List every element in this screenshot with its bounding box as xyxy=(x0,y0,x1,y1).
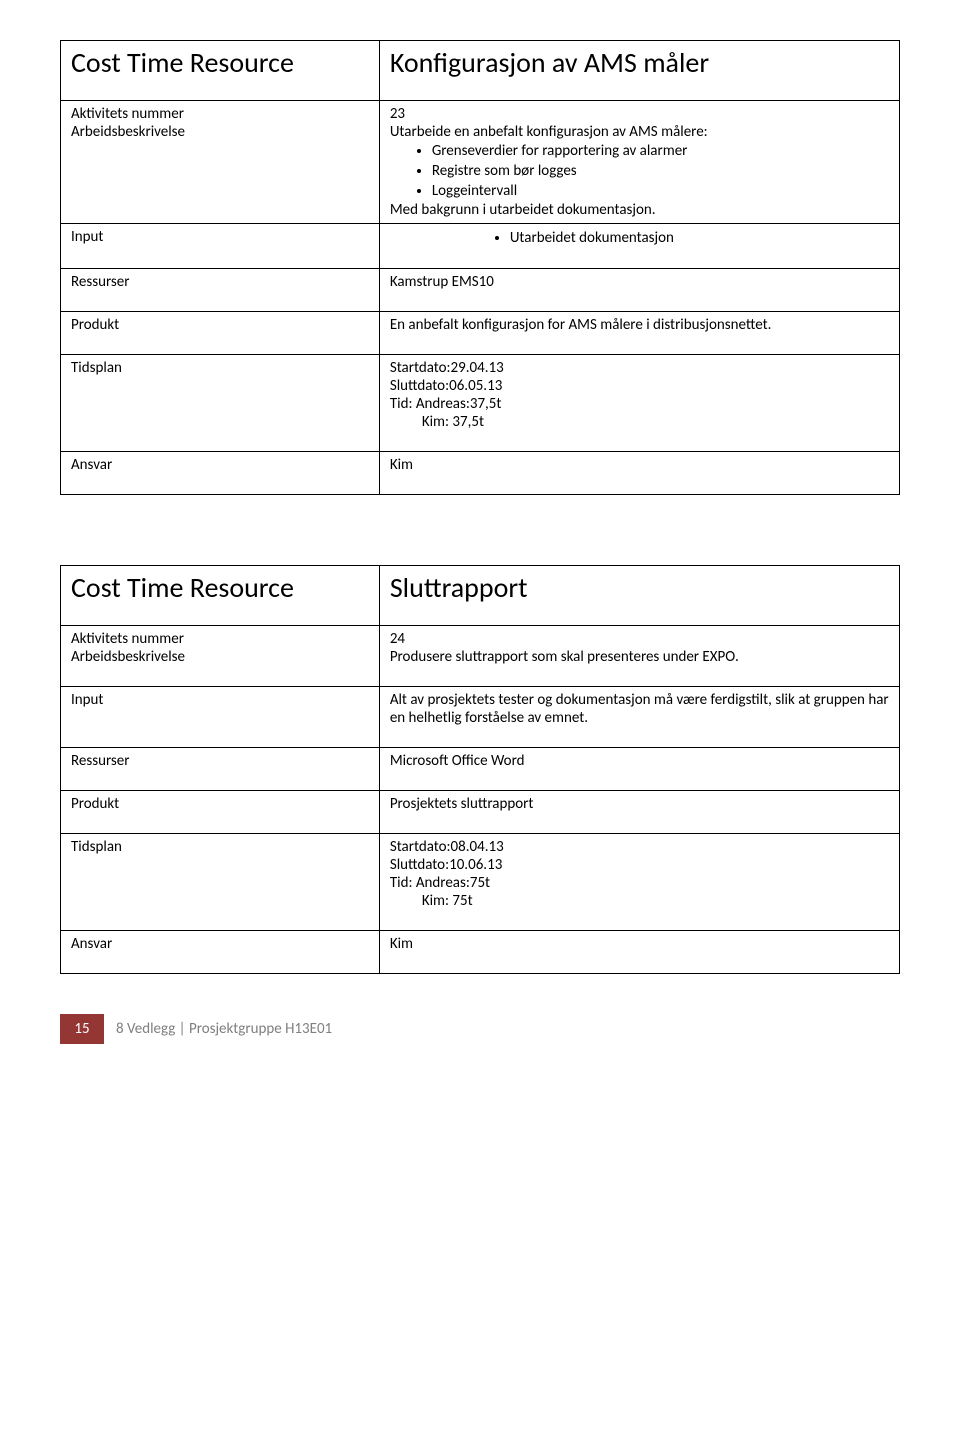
desc-bullet-1a: Grenseverdier for rapportering av alarme… xyxy=(432,141,889,161)
schedule-time1-2: Tid: Andreas:75t xyxy=(390,874,889,892)
ansvar-label-cell-1: Ansvar xyxy=(61,452,380,495)
desc-bullets-1: Grenseverdier for rapportering av alarme… xyxy=(432,141,889,201)
product-value-2: Prosjektets sluttrapport xyxy=(390,795,889,813)
activity-desc-value-2: 24 Produsere sluttrapport som skal prese… xyxy=(379,626,899,687)
title-right-1: Konfigurasjon av AMS måler xyxy=(379,41,899,101)
resources-value-cell-2: Microsoft Office Word xyxy=(379,748,899,791)
ansvar-label-cell-2: Ansvar xyxy=(61,931,380,974)
schedule-value-cell-1: Startdato:29.04.13 Sluttdato:06.05.13 Ti… xyxy=(379,355,899,452)
resources-value-1: Kamstrup EMS10 xyxy=(390,273,889,291)
product-label-cell-1: Produkt xyxy=(61,312,380,355)
product-label-cell-2: Produkt xyxy=(61,791,380,834)
resources-value-cell-1: Kamstrup EMS10 xyxy=(379,269,899,312)
ctr-table-1: Cost Time Resource Konfigurasjon av AMS … xyxy=(60,40,900,495)
input-label-2: Input xyxy=(71,691,369,709)
desc-intro-1: Utarbeide en anbefalt konfigurasjon av A… xyxy=(390,123,889,141)
input-bullets-1: Utarbeidet dokumentasjon xyxy=(510,228,889,248)
desc-value-2: Produsere sluttrapport som skal presente… xyxy=(390,648,889,666)
page-footer: 15 8 Vedlegg | Prosjektgruppe H13E01 xyxy=(60,1014,900,1044)
schedule-end-1: Sluttdato:06.05.13 xyxy=(390,377,889,395)
desc-outro-1: Med bakgrunn i utarbeidet dokumentasjon. xyxy=(390,201,889,219)
ansvar-value-cell-2: Kim xyxy=(379,931,899,974)
resources-label-2: Ressurser xyxy=(71,752,369,770)
schedule-time2-2: Kim: 75t xyxy=(422,892,889,910)
schedule-start-1: Startdato:29.04.13 xyxy=(390,359,889,377)
title-right-2: Sluttrapport xyxy=(379,566,899,626)
resources-label-cell-2: Ressurser xyxy=(61,748,380,791)
input-value-2: Alt av prosjektets tester og dokumentasj… xyxy=(390,691,889,727)
product-value-cell-2: Prosjektets sluttrapport xyxy=(379,791,899,834)
resources-value-2: Microsoft Office Word xyxy=(390,752,889,770)
schedule-start-2: Startdato:08.04.13 xyxy=(390,838,889,856)
input-value-cell-2: Alt av prosjektets tester og dokumentasj… xyxy=(379,687,899,748)
desc-bullet-1c: Loggeintervall xyxy=(432,181,889,201)
resources-label-1: Ressurser xyxy=(71,273,369,291)
product-value-1: En anbefalt konfigurasjon for AMS målere… xyxy=(390,316,889,334)
ansvar-value-2: Kim xyxy=(390,935,889,953)
ctr-table-2: Cost Time Resource Sluttrapport Aktivite… xyxy=(60,565,900,974)
activity-value-2: 24 xyxy=(390,630,889,648)
activity-value-1: 23 xyxy=(390,105,889,123)
desc-label-1: Arbeidsbeskrivelse xyxy=(71,123,369,141)
schedule-label-cell-1: Tidsplan xyxy=(61,355,380,452)
activity-desc-value-1: 23 Utarbeide en anbefalt konfigurasjon a… xyxy=(379,101,899,224)
desc-block-1: Utarbeide en anbefalt konfigurasjon av A… xyxy=(390,123,889,219)
input-label-cell-2: Input xyxy=(61,687,380,748)
input-label-cell-1: Input xyxy=(61,224,380,269)
schedule-end-2: Sluttdato:10.06.13 xyxy=(390,856,889,874)
schedule-label-2: Tidsplan xyxy=(71,838,369,856)
ansvar-value-cell-1: Kim xyxy=(379,452,899,495)
product-label-1: Produkt xyxy=(71,316,369,334)
activity-label-2: Aktivitets nummer xyxy=(71,630,369,648)
activity-desc-label-1: Aktivitets nummer Arbeidsbeskrivelse xyxy=(61,101,380,224)
product-value-cell-1: En anbefalt konfigurasjon for AMS målere… xyxy=(379,312,899,355)
title-left-1: Cost Time Resource xyxy=(61,41,380,101)
footer-page-number: 15 xyxy=(60,1014,104,1044)
schedule-value-cell-2: Startdato:08.04.13 Sluttdato:10.06.13 Ti… xyxy=(379,834,899,931)
activity-desc-label-2: Aktivitets nummer Arbeidsbeskrivelse xyxy=(61,626,380,687)
desc-bullet-1b: Registre som bør logges xyxy=(432,161,889,181)
title-left-2: Cost Time Resource xyxy=(61,566,380,626)
product-label-2: Produkt xyxy=(71,795,369,813)
desc-label-2: Arbeidsbeskrivelse xyxy=(71,648,369,666)
ansvar-label-1: Ansvar xyxy=(71,456,369,474)
activity-label-1: Aktivitets nummer xyxy=(71,105,369,123)
footer-text: 8 Vedlegg | Prosjektgruppe H13E01 xyxy=(104,1014,332,1044)
resources-label-cell-1: Ressurser xyxy=(61,269,380,312)
schedule-time2-1: Kim: 37,5t xyxy=(422,413,889,431)
input-value-cell-1: Utarbeidet dokumentasjon xyxy=(379,224,899,269)
ansvar-label-2: Ansvar xyxy=(71,935,369,953)
input-bullet-1: Utarbeidet dokumentasjon xyxy=(510,228,889,248)
schedule-label-1: Tidsplan xyxy=(71,359,369,377)
schedule-time1-1: Tid: Andreas:37,5t xyxy=(390,395,889,413)
ansvar-value-1: Kim xyxy=(390,456,889,474)
schedule-label-cell-2: Tidsplan xyxy=(61,834,380,931)
input-label-1: Input xyxy=(71,228,369,246)
